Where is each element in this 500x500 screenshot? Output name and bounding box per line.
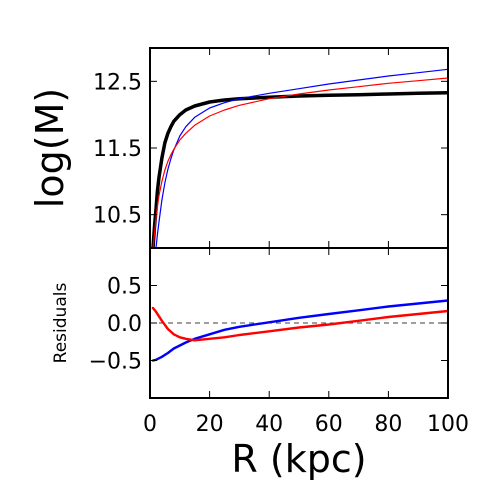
mass-y-tick-label: 10.5	[93, 204, 142, 229]
residuals-series-0	[151, 299, 448, 362]
mass-series-1	[155, 68, 448, 248]
mass-y-tick-label: 12.5	[93, 70, 142, 95]
x-axis-label: R (kpc)	[231, 437, 366, 481]
mass-profile-panel: 10.5 11.5 12.5 log(M)	[28, 47, 449, 249]
x-tick-label: 80	[374, 412, 402, 437]
mass-frame	[149, 47, 449, 249]
mass-y-tick-label: 11.5	[93, 137, 142, 162]
x-tick-label: 60	[315, 412, 343, 437]
x-tick-label: 20	[196, 412, 224, 437]
residuals-series-1	[151, 306, 448, 342]
residuals-y-tick-label: −0.5	[89, 350, 142, 375]
residuals-panel: −0.5 0.0 0.5 0 20 40 60 80 100 Residuals R (kpc)	[51, 247, 469, 481]
mass-series-0	[151, 90, 448, 248]
mass-series-2	[152, 77, 448, 248]
residuals-y-tick-label: 0.0	[107, 312, 142, 337]
x-tick-label: 0	[143, 412, 157, 437]
residuals-y-axis-label: Residuals	[51, 283, 71, 364]
residuals-y-tick-label: 0.5	[107, 275, 142, 300]
x-tick-label: 100	[427, 412, 469, 437]
mass-y-axis-label: log(M)	[28, 88, 72, 208]
x-tick-label: 40	[255, 412, 283, 437]
